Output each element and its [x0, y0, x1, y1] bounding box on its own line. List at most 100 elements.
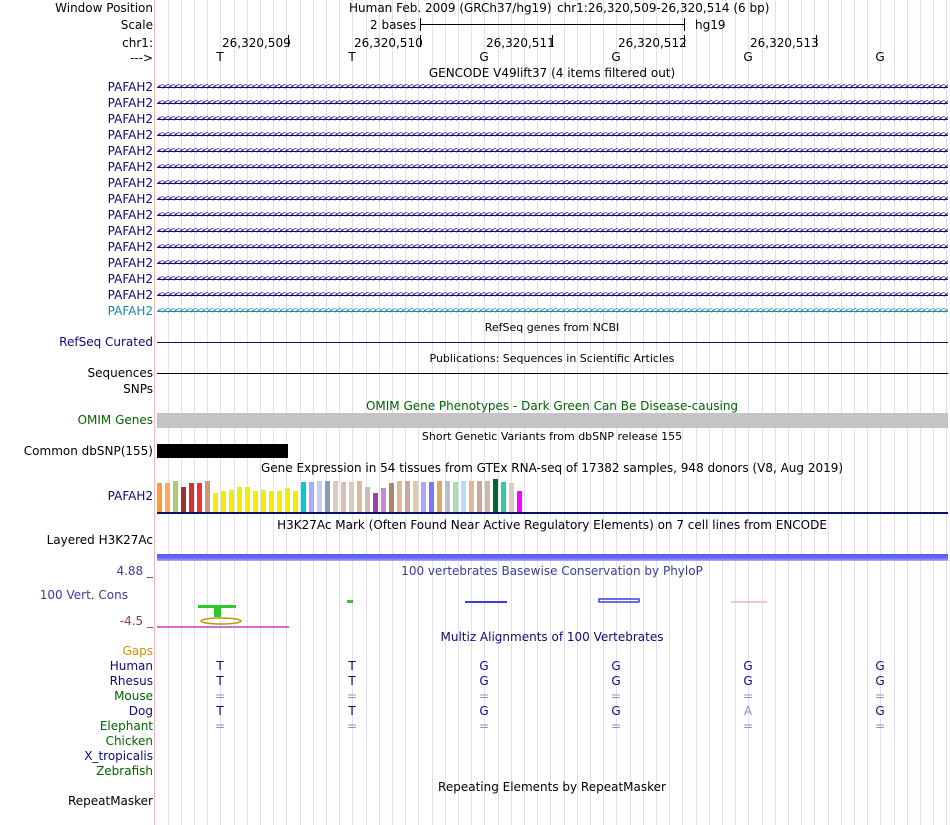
gtex-tissue-bar[interactable] — [285, 488, 290, 512]
gtex-tissue-bar[interactable] — [173, 481, 178, 512]
species-label[interactable]: Elephant — [99, 719, 153, 733]
dbsnp-variant[interactable] — [157, 444, 288, 458]
h3k27ac-signal[interactable] — [157, 554, 948, 561]
gencode-transcript-line[interactable] — [157, 231, 948, 232]
gtex-tissue-bar[interactable] — [205, 481, 210, 512]
gtex-tissue-bar[interactable] — [189, 483, 194, 512]
gtex-tissue-bar[interactable] — [341, 482, 346, 512]
gencode-transcript-label[interactable]: PAFAH2 — [107, 304, 153, 318]
dbsnp-label[interactable]: Common dbSNP(155) — [23, 444, 153, 458]
snps-label[interactable]: SNPs — [123, 382, 153, 396]
gencode-transcript-label[interactable]: PAFAH2 — [107, 112, 153, 126]
species-label[interactable]: Mouse — [114, 689, 153, 703]
gtex-tissue-bar[interactable] — [309, 482, 314, 512]
gtex-tissue-bar[interactable] — [245, 487, 250, 512]
species-label[interactable]: Zebrafish — [96, 764, 153, 778]
gtex-tissue-bar[interactable] — [197, 483, 202, 512]
gtex-tissue-bar[interactable] — [333, 481, 338, 512]
gtex-tissue-bar[interactable] — [445, 481, 450, 512]
gencode-transcript-label[interactable]: PAFAH2 — [107, 128, 153, 142]
gtex-tissue-bar[interactable] — [389, 483, 394, 512]
conservation-track-title[interactable]: 100 vertebrates Basewise Conservation by… — [401, 564, 703, 578]
gtex-tissue-bar[interactable] — [477, 481, 482, 512]
gtex-tissue-bar[interactable] — [357, 481, 362, 512]
gencode-transcript-label[interactable]: PAFAH2 — [107, 160, 153, 174]
gtex-tissue-bar[interactable] — [181, 487, 186, 512]
species-label[interactable]: Human — [109, 659, 153, 673]
gtex-tissue-bar[interactable] — [413, 481, 418, 512]
gtex-tissue-bar[interactable] — [509, 483, 514, 512]
gtex-tissue-bar[interactable] — [461, 481, 466, 512]
gencode-transcript-label[interactable]: PAFAH2 — [107, 288, 153, 302]
gtex-tissue-bar[interactable] — [501, 482, 506, 512]
gencode-track-title[interactable]: GENCODE V49lift37 (4 items filtered out) — [428, 66, 676, 80]
gtex-tissue-bar[interactable] — [517, 491, 522, 512]
gtex-tissue-bar[interactable] — [373, 493, 378, 512]
gtex-tissue-bar[interactable] — [493, 479, 498, 512]
publications-track-title[interactable]: Publications: Sequences in Scientific Ar… — [429, 352, 675, 365]
refseq-label[interactable]: RefSeq Curated — [59, 335, 153, 349]
gencode-transcript-label[interactable]: PAFAH2 — [107, 272, 153, 286]
gencode-transcript-label[interactable]: PAFAH2 — [107, 192, 153, 206]
gencode-transcript-label[interactable]: PAFAH2 — [107, 240, 153, 254]
gencode-transcript-line[interactable] — [157, 167, 948, 168]
gtex-tissue-bar[interactable] — [405, 481, 410, 512]
gtex-tissue-bar[interactable] — [157, 483, 162, 512]
gtex-tissue-bar[interactable] — [437, 481, 442, 512]
gencode-transcript-label[interactable]: PAFAH2 — [107, 256, 153, 270]
gencode-transcript-line[interactable] — [157, 215, 948, 216]
gtex-tissue-bar[interactable] — [381, 488, 386, 512]
gencode-transcript-label[interactable]: PAFAH2 — [107, 224, 153, 238]
conservation-plot[interactable] — [157, 596, 948, 630]
gaps-label[interactable]: Gaps — [122, 644, 153, 658]
omim-track-title[interactable]: OMIM Gene Phenotypes - Dark Green Can Be… — [365, 399, 739, 413]
gencode-transcript-label[interactable]: PAFAH2 — [107, 176, 153, 190]
gtex-tissue-bar[interactable] — [429, 482, 434, 512]
gtex-tissue-bar[interactable] — [165, 483, 170, 512]
gencode-transcript-line[interactable] — [157, 135, 948, 136]
gencode-transcript-label[interactable]: PAFAH2 — [107, 96, 153, 110]
gencode-transcript-line[interactable] — [157, 119, 948, 120]
gencode-transcript-label[interactable]: PAFAH2 — [107, 208, 153, 222]
species-label[interactable]: Dog — [128, 704, 153, 718]
gtex-tissue-bar[interactable] — [277, 491, 282, 512]
gtex-tissue-bar[interactable] — [213, 493, 218, 512]
gencode-transcript-line[interactable] — [157, 295, 948, 296]
gtex-tissue-bar[interactable] — [317, 481, 322, 512]
gtex-tissue-bar[interactable] — [469, 481, 474, 512]
gencode-transcript-line[interactable] — [157, 151, 948, 152]
repeatmasker-track-title[interactable]: Repeating Elements by RepeatMasker — [438, 780, 666, 794]
gencode-transcript-line[interactable] — [157, 199, 948, 200]
gtex-tissue-bar[interactable] — [397, 481, 402, 512]
gencode-transcript-label[interactable]: PAFAH2 — [107, 80, 153, 94]
gtex-tissue-bar[interactable] — [293, 491, 298, 512]
gtex-tissue-bar[interactable] — [221, 491, 226, 512]
gtex-tissue-bar[interactable] — [421, 482, 426, 512]
refseq-track-title[interactable]: RefSeq genes from NCBI — [484, 321, 620, 334]
gtex-tissue-bar[interactable] — [269, 491, 274, 512]
gencode-transcript-line[interactable] — [157, 279, 948, 280]
conservation-label[interactable]: 100 Vert. Cons — [39, 588, 128, 602]
gtex-tissue-bar[interactable] — [485, 481, 490, 512]
gtex-tissue-bar[interactable] — [325, 481, 330, 512]
species-label[interactable]: Rhesus — [109, 674, 153, 688]
gencode-transcript-line[interactable] — [157, 183, 948, 184]
gencode-transcript-label[interactable]: PAFAH2 — [107, 144, 153, 158]
omim-label[interactable]: OMIM Genes — [77, 413, 153, 427]
gtex-chart[interactable] — [157, 476, 557, 512]
refseq-gene-line[interactable] — [157, 342, 948, 343]
gtex-tissue-bar[interactable] — [301, 482, 306, 512]
species-label[interactable]: X_tropicalis — [84, 749, 153, 763]
gtex-tissue-bar[interactable] — [453, 482, 458, 512]
species-label[interactable]: Chicken — [105, 734, 153, 748]
repeatmasker-label[interactable]: RepeatMasker — [67, 794, 153, 808]
gtex-tissue-bar[interactable] — [261, 490, 266, 512]
gencode-transcript-line[interactable] — [157, 263, 948, 264]
multiz-track-title[interactable]: Multiz Alignments of 100 Vertebrates — [440, 630, 664, 644]
gencode-transcript-line[interactable] — [157, 311, 948, 312]
gtex-tissue-bar[interactable] — [349, 482, 354, 512]
gtex-tissue-bar[interactable] — [229, 490, 234, 512]
gtex-track-title[interactable]: Gene Expression in 54 tissues from GTEx … — [260, 461, 844, 475]
h3k27ac-label[interactable]: Layered H3K27Ac — [46, 533, 153, 547]
